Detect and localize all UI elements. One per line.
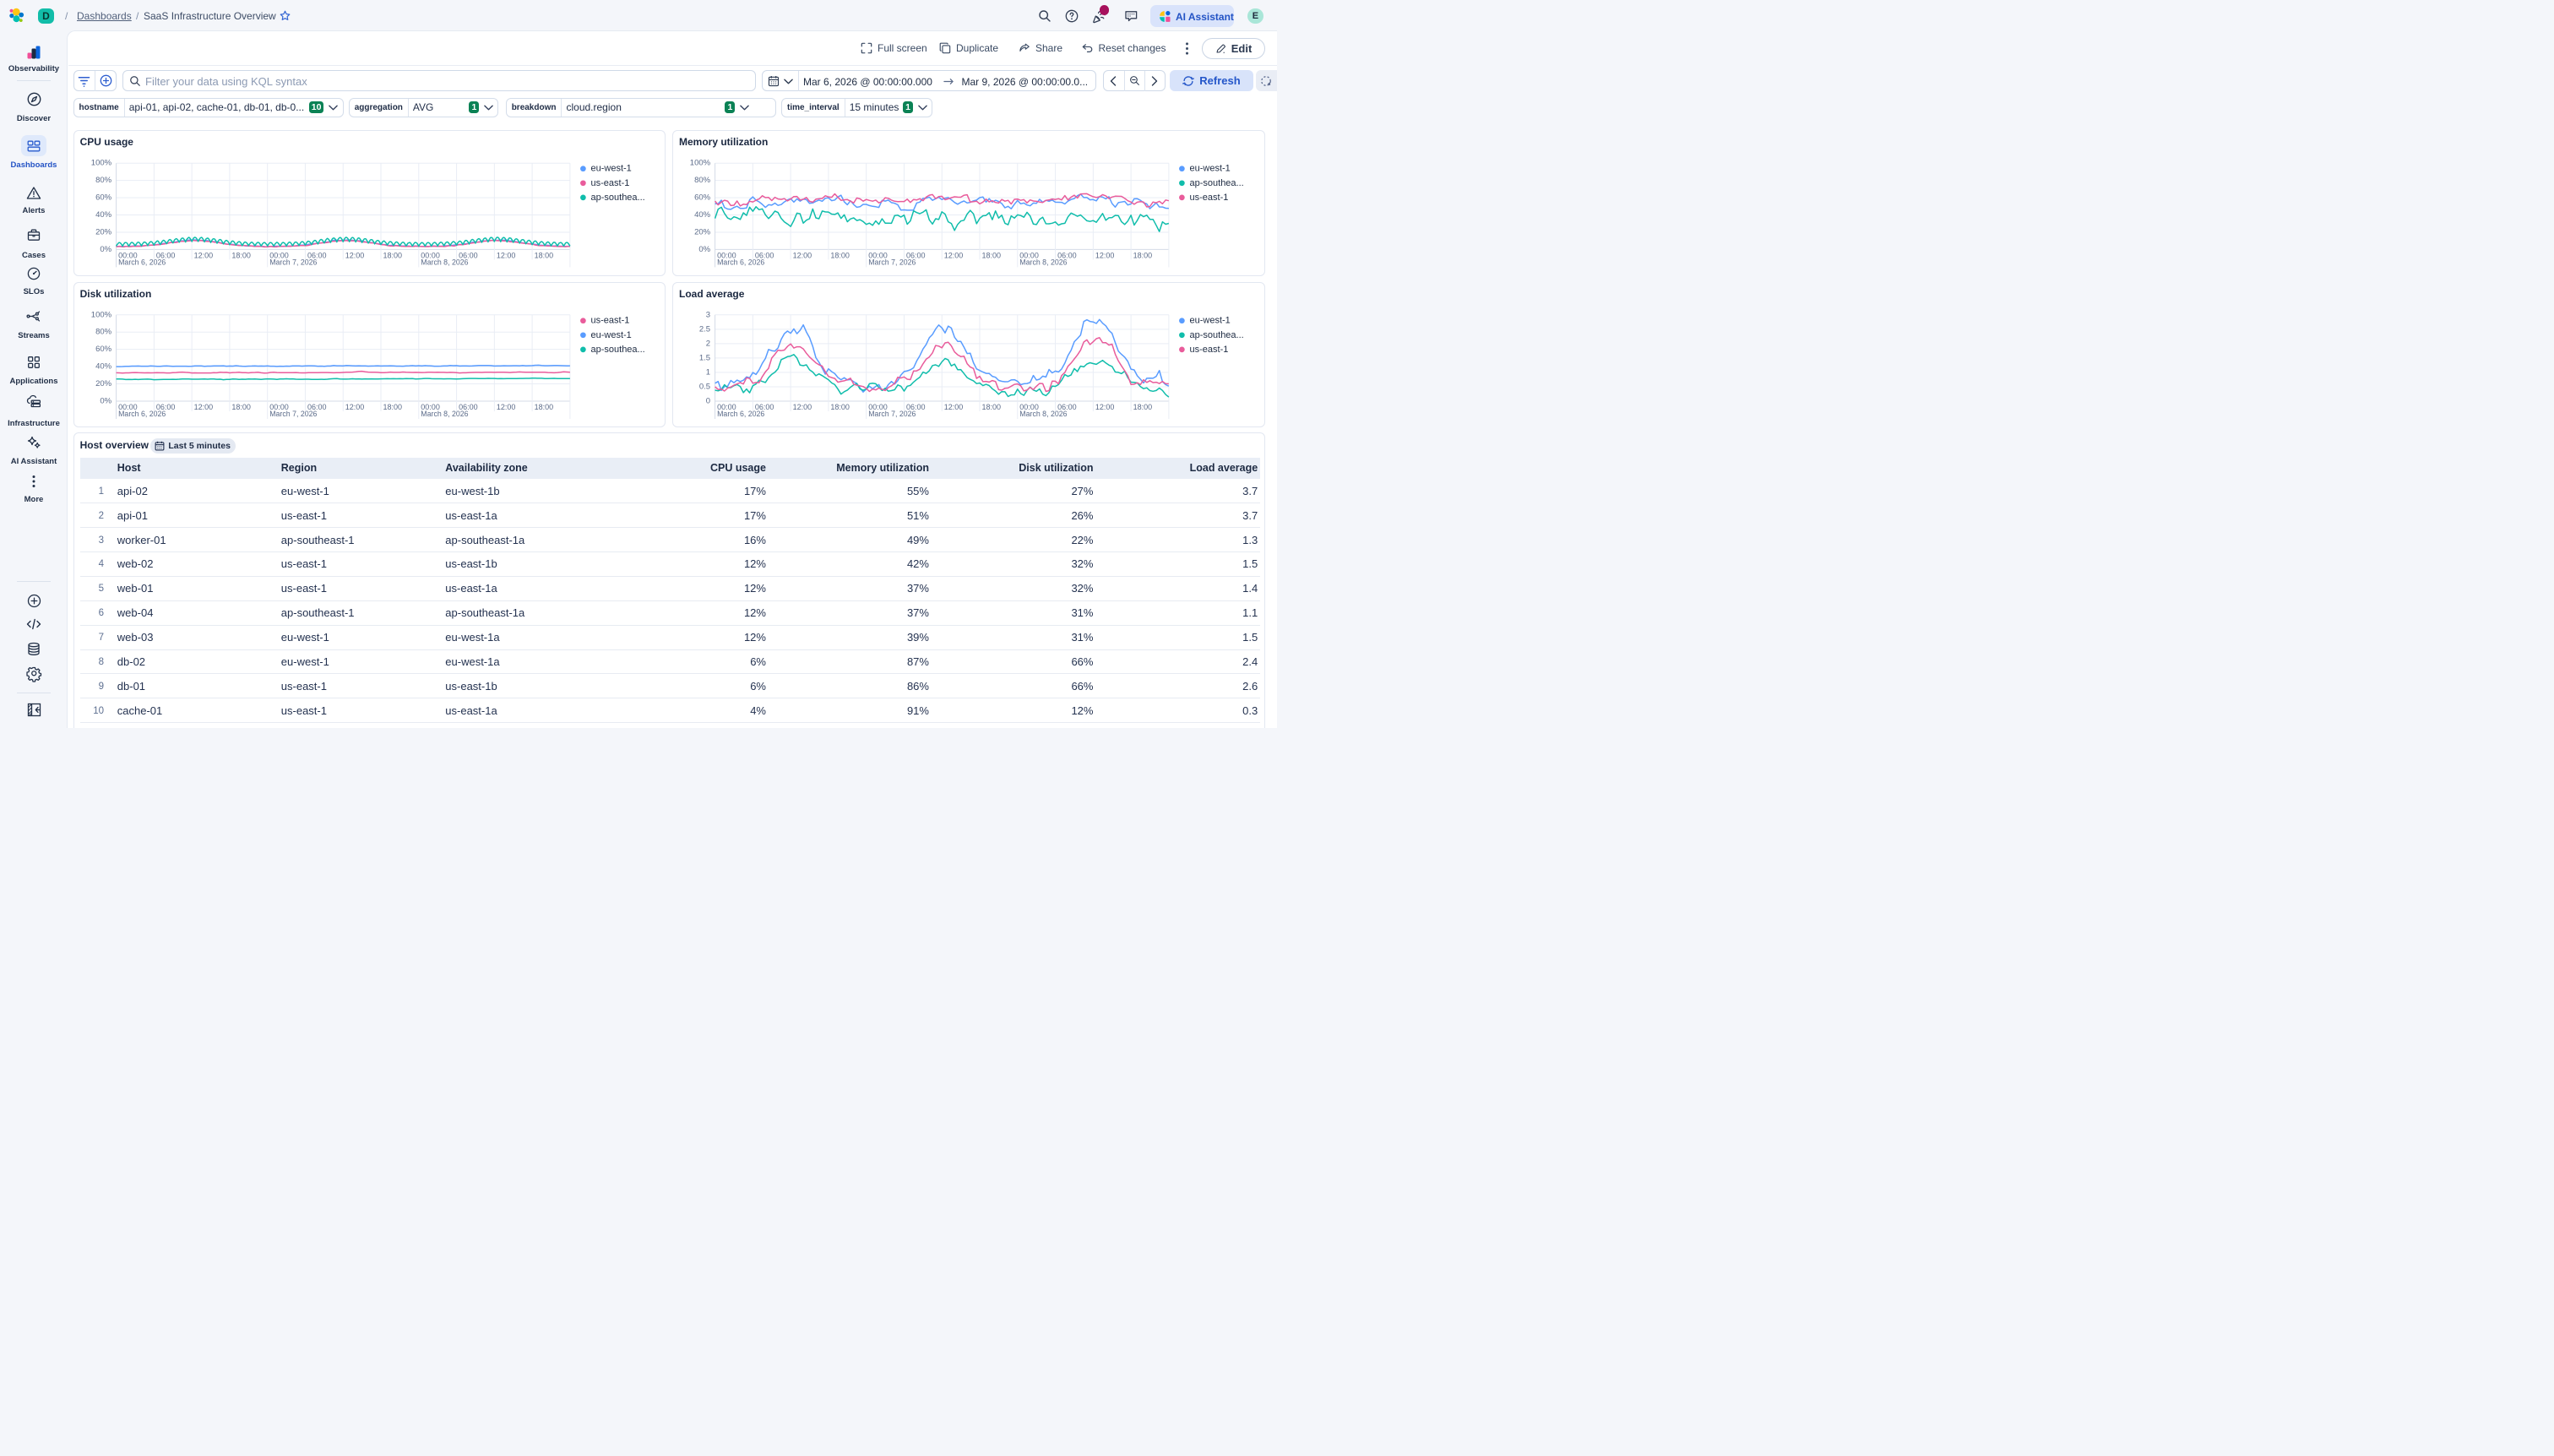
svg-text:March 7, 2026: March 7, 2026 xyxy=(269,410,317,418)
svg-text:18:00: 18:00 xyxy=(534,251,553,259)
svg-text:00:00: 00:00 xyxy=(717,403,736,411)
svg-text:ap-southea...: ap-southea... xyxy=(1190,329,1244,340)
svg-text:0%: 0% xyxy=(100,244,111,253)
svg-text:3: 3 xyxy=(706,310,710,319)
svg-text:00:00: 00:00 xyxy=(118,251,138,259)
svg-text:06:00: 06:00 xyxy=(459,251,478,259)
svg-text:12:00: 12:00 xyxy=(1095,251,1115,259)
svg-text:06:00: 06:00 xyxy=(906,403,926,411)
svg-text:March 6, 2026: March 6, 2026 xyxy=(118,258,166,266)
svg-text:18:00: 18:00 xyxy=(383,251,402,259)
svg-text:12:00: 12:00 xyxy=(1095,403,1115,411)
svg-text:March 8, 2026: March 8, 2026 xyxy=(1019,410,1067,418)
svg-text:eu-west-1: eu-west-1 xyxy=(590,329,631,340)
svg-text:18:00: 18:00 xyxy=(1133,251,1153,259)
svg-text:60%: 60% xyxy=(694,193,711,202)
svg-text:18:00: 18:00 xyxy=(231,403,251,411)
svg-text:12:00: 12:00 xyxy=(793,251,812,259)
svg-text:06:00: 06:00 xyxy=(307,403,327,411)
svg-text:us-east-1: us-east-1 xyxy=(1190,344,1229,354)
svg-text:18:00: 18:00 xyxy=(534,403,553,411)
svg-text:ap-southea...: ap-southea... xyxy=(590,192,644,202)
svg-text:12:00: 12:00 xyxy=(944,403,964,411)
svg-text:40%: 40% xyxy=(95,361,112,371)
svg-text:06:00: 06:00 xyxy=(755,251,774,259)
svg-text:06:00: 06:00 xyxy=(1057,251,1077,259)
svg-text:80%: 80% xyxy=(694,176,711,185)
svg-text:ap-southea...: ap-southea... xyxy=(1190,177,1244,187)
svg-text:March 7, 2026: March 7, 2026 xyxy=(868,410,916,418)
svg-text:20%: 20% xyxy=(95,379,112,388)
svg-text:00:00: 00:00 xyxy=(868,403,888,411)
svg-text:March 7, 2026: March 7, 2026 xyxy=(269,258,317,266)
svg-text:60%: 60% xyxy=(95,345,112,354)
svg-text:06:00: 06:00 xyxy=(906,251,926,259)
svg-text:18:00: 18:00 xyxy=(982,403,1002,411)
svg-text:00:00: 00:00 xyxy=(717,251,736,259)
svg-text:us-east-1: us-east-1 xyxy=(1190,192,1229,202)
svg-text:March 6, 2026: March 6, 2026 xyxy=(118,410,166,418)
svg-text:1.5: 1.5 xyxy=(699,353,710,362)
svg-text:12:00: 12:00 xyxy=(345,403,364,411)
svg-text:March 6, 2026: March 6, 2026 xyxy=(717,410,764,418)
svg-text:eu-west-1: eu-west-1 xyxy=(1190,315,1231,325)
svg-text:12:00: 12:00 xyxy=(496,251,515,259)
svg-text:00:00: 00:00 xyxy=(118,403,138,411)
svg-text:06:00: 06:00 xyxy=(155,403,175,411)
svg-text:18:00: 18:00 xyxy=(982,251,1002,259)
svg-text:18:00: 18:00 xyxy=(1133,403,1153,411)
svg-text:eu-west-1: eu-west-1 xyxy=(590,163,631,173)
svg-text:12:00: 12:00 xyxy=(944,251,964,259)
svg-text:100%: 100% xyxy=(90,310,111,319)
svg-text:us-east-1: us-east-1 xyxy=(590,177,629,187)
svg-text:0.5: 0.5 xyxy=(699,382,710,391)
svg-text:2.5: 2.5 xyxy=(699,324,710,334)
svg-text:12:00: 12:00 xyxy=(193,403,213,411)
svg-text:100%: 100% xyxy=(690,158,711,167)
svg-text:March 8, 2026: March 8, 2026 xyxy=(1019,258,1067,266)
svg-text:00:00: 00:00 xyxy=(269,403,289,411)
svg-text:18:00: 18:00 xyxy=(383,403,402,411)
svg-text:00:00: 00:00 xyxy=(1019,403,1039,411)
svg-text:00:00: 00:00 xyxy=(868,251,888,259)
svg-text:March 6, 2026: March 6, 2026 xyxy=(717,258,764,266)
svg-text:06:00: 06:00 xyxy=(155,251,175,259)
svg-text:us-east-1: us-east-1 xyxy=(590,315,629,325)
svg-text:06:00: 06:00 xyxy=(459,403,478,411)
svg-text:00:00: 00:00 xyxy=(1019,251,1039,259)
svg-text:18:00: 18:00 xyxy=(830,403,850,411)
svg-text:0%: 0% xyxy=(698,244,710,253)
svg-text:March 8, 2026: March 8, 2026 xyxy=(421,410,468,418)
svg-text:18:00: 18:00 xyxy=(830,251,850,259)
svg-text:12:00: 12:00 xyxy=(793,403,812,411)
svg-text:March 7, 2026: March 7, 2026 xyxy=(868,258,916,266)
svg-text:0: 0 xyxy=(706,396,710,405)
svg-text:eu-west-1: eu-west-1 xyxy=(1190,163,1231,173)
svg-text:60%: 60% xyxy=(95,193,112,202)
svg-text:40%: 40% xyxy=(95,210,112,220)
svg-text:40%: 40% xyxy=(694,210,711,220)
svg-text:100%: 100% xyxy=(90,158,111,167)
svg-text:2: 2 xyxy=(706,339,710,348)
svg-text:00:00: 00:00 xyxy=(421,251,440,259)
svg-text:00:00: 00:00 xyxy=(269,251,289,259)
svg-text:06:00: 06:00 xyxy=(307,251,327,259)
svg-text:18:00: 18:00 xyxy=(231,251,251,259)
svg-text:80%: 80% xyxy=(95,176,112,185)
svg-text:March 8, 2026: March 8, 2026 xyxy=(421,258,468,266)
svg-text:00:00: 00:00 xyxy=(421,403,440,411)
svg-text:80%: 80% xyxy=(95,327,112,336)
svg-text:06:00: 06:00 xyxy=(1057,403,1077,411)
svg-text:12:00: 12:00 xyxy=(193,251,213,259)
svg-text:20%: 20% xyxy=(694,227,711,236)
svg-text:ap-southea...: ap-southea... xyxy=(590,344,644,354)
svg-text:06:00: 06:00 xyxy=(755,403,774,411)
svg-text:12:00: 12:00 xyxy=(345,251,364,259)
svg-text:1: 1 xyxy=(706,367,710,377)
svg-text:12:00: 12:00 xyxy=(496,403,515,411)
svg-text:20%: 20% xyxy=(95,227,112,236)
svg-text:0%: 0% xyxy=(100,396,111,405)
